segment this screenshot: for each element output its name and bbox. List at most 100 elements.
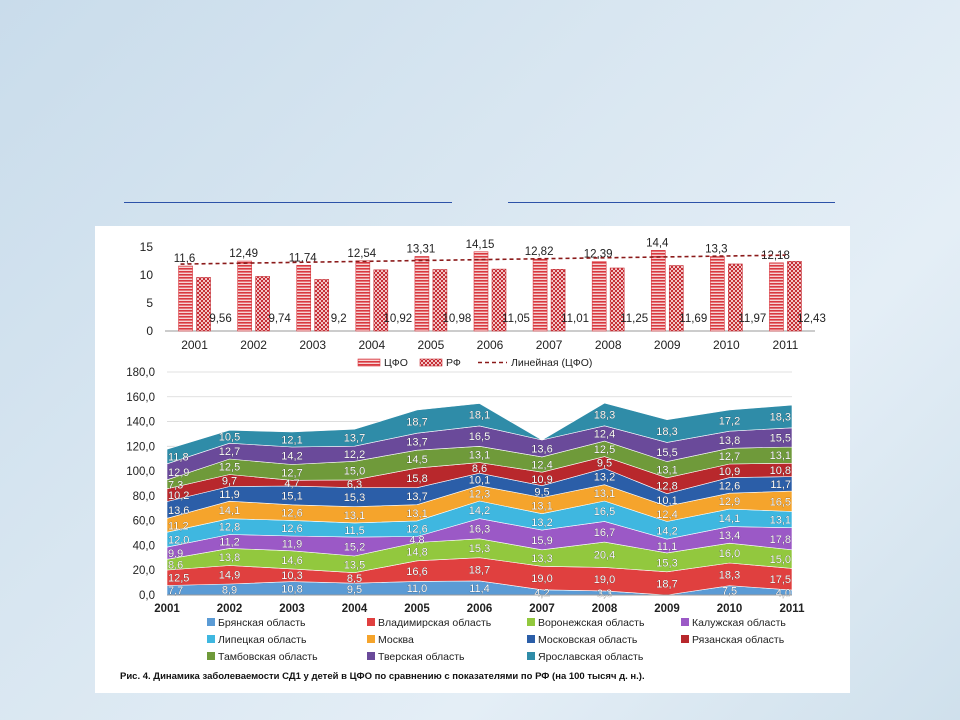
area-value-label: 13,2 [531, 517, 552, 529]
area-value-label: 18,7 [469, 564, 490, 576]
area-x-tick-label: 2001 [154, 603, 180, 615]
legend-label: Московская область [538, 634, 638, 646]
bar-rf [196, 277, 211, 332]
legend-label-cfo: ЦФО [384, 357, 408, 369]
bar-cfo [355, 260, 371, 332]
legend-swatch-rf [419, 358, 443, 367]
area-value-label: 6,3 [347, 479, 362, 491]
area-value-label: 13,8 [719, 435, 740, 447]
area-value-label: 12,6 [281, 523, 302, 535]
legend-swatch [207, 652, 215, 660]
area-y-tick-label: 180,0 [126, 367, 155, 379]
legend-label: Москва [378, 634, 414, 646]
bar-x-tick-label: 2009 [654, 338, 681, 352]
area-value-label: 12,9 [168, 467, 189, 479]
area-value-label: 13,1 [770, 515, 791, 527]
figure-svg: 0 5 10 15 11,6 9,56 2001 12,49 9,74 2002 11,74 9,2 2… [126, 237, 826, 663]
legend-swatch [527, 652, 535, 660]
bar-cfo-value-label: 14,15 [466, 239, 495, 251]
area-y-tick-label: 60,0 [133, 516, 155, 528]
legend-swatch [367, 618, 375, 626]
bar-rf [491, 268, 507, 332]
area-value-label: 15,2 [344, 542, 365, 554]
area-y-tick-label: 40,0 [133, 540, 155, 552]
area-value-label: 13,7 [406, 437, 427, 449]
area-value-label: 18,3 [656, 426, 677, 438]
bar-rf-value-label: 9,2 [331, 313, 347, 325]
area-value-label: 13,1 [531, 501, 552, 513]
area-value-label: 12,8 [656, 481, 677, 493]
area-x-tick-label: 2009 [654, 603, 680, 615]
area-value-label: 19,0 [594, 574, 615, 586]
bar-rf-value-label: 10,98 [443, 313, 472, 325]
area-value-label: 10,3 [281, 570, 302, 582]
bar-cfo-value-label: 14,4 [646, 237, 669, 249]
bar-x-tick-label: 2011 [773, 338, 799, 352]
bar-x-tick-label: 2010 [713, 338, 740, 352]
bar-rf [432, 269, 448, 332]
area-value-label: 13,6 [531, 443, 552, 455]
area-value-label: 11,5 [344, 525, 365, 537]
area-value-label: 14,1 [219, 505, 240, 517]
area-value-label: 12,6 [281, 508, 302, 520]
area-value-label: 13,3 [531, 553, 552, 565]
decorative-line-right [508, 202, 835, 203]
area-value-label: 15,3 [344, 492, 365, 504]
legend-label: Тамбовская область [218, 651, 318, 663]
bar-x-tick-label: 2008 [595, 338, 622, 352]
area-value-label: 15,5 [656, 447, 677, 459]
area-value-label: 11,2 [168, 520, 189, 532]
legend-label: Калужская область [692, 617, 786, 629]
area-value-label: 12,5 [594, 444, 615, 456]
legend-swatch [367, 652, 375, 660]
area-value-label: 13,1 [469, 449, 490, 461]
area-value-label: 12,0 [168, 535, 189, 547]
legend-swatch [207, 635, 215, 643]
bar-rf [787, 261, 802, 332]
decorative-line-left [124, 202, 452, 203]
bar-cfo-value-label: 11,6 [174, 253, 196, 265]
bar-cfo [414, 256, 430, 332]
bar-rf-value-label: 11,97 [738, 313, 766, 325]
area-y-tick-label: 140,0 [126, 417, 155, 429]
area-value-label: 8,9 [222, 584, 237, 596]
area-value-label: 16,5 [594, 506, 615, 518]
area-value-label: 14,2 [656, 525, 677, 537]
area-value-label: 11,1 [657, 541, 678, 553]
legend-swatch-cfo [357, 358, 381, 367]
legend-swatch [681, 618, 689, 626]
area-value-label: 13,7 [344, 433, 365, 445]
area-value-label: 12,5 [219, 462, 240, 474]
bar-cfo [532, 258, 548, 332]
bar-x-tick-label: 2005 [418, 338, 445, 352]
area-value-label: 14,6 [281, 555, 302, 567]
area-value-label: 16,6 [406, 566, 427, 578]
bar-x-tick-label: 2002 [240, 338, 267, 352]
area-value-label: 7,5 [722, 585, 737, 597]
area-y-tick-label: 100,0 [126, 466, 155, 478]
area-x-tick-label: 2011 [780, 603, 806, 615]
legend-label: Воронежская область [538, 617, 645, 629]
area-x-tick-label: 2004 [342, 603, 368, 615]
area-value-label: 14,1 [719, 513, 740, 525]
area-value-label: 11,9 [219, 489, 240, 501]
legend-swatch [207, 618, 215, 626]
area-value-label: 12,7 [219, 446, 240, 458]
area-value-label: 12,2 [344, 449, 365, 461]
area-y-tick-label: 160,0 [126, 392, 155, 404]
area-value-label: 20,4 [594, 550, 615, 562]
legend-swatch [367, 635, 375, 643]
area-value-label: 13,5 [344, 559, 365, 571]
area-value-label: 18,3 [770, 411, 791, 423]
area-value-label: 13,1 [656, 465, 677, 477]
area-y-tick-label: 80,0 [133, 491, 155, 503]
bar-rf [373, 269, 389, 332]
bar-y-tick-label: 0 [146, 324, 153, 338]
legend-swatch [527, 618, 535, 626]
area-value-label: 15,1 [281, 490, 302, 502]
area-x-tick-label: 2010 [717, 603, 743, 615]
area-value-label: 10,9 [719, 466, 740, 478]
bar-rf-value-label: 11,05 [502, 313, 530, 325]
area-value-label: 8,5 [347, 573, 362, 585]
area-value-label: 14,2 [469, 505, 490, 517]
